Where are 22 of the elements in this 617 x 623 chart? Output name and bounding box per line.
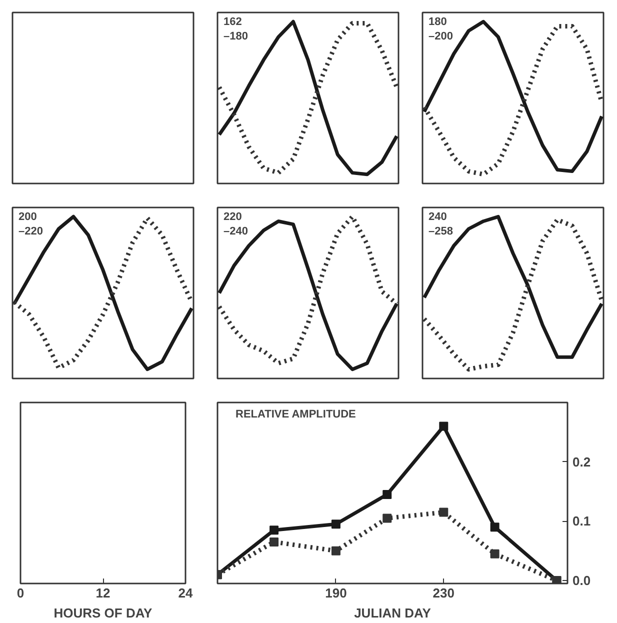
point xyxy=(439,508,448,517)
annotation: 200 –220 xyxy=(18,211,43,238)
x-tick-label: 190 xyxy=(325,586,347,600)
point xyxy=(439,422,448,431)
point xyxy=(270,526,279,535)
annotation: 180 –200 xyxy=(428,16,453,42)
y-tick-label: 0.0 xyxy=(572,573,591,588)
y-tick-label: 0.1 xyxy=(572,514,591,529)
point xyxy=(382,490,392,499)
annotation: RELATIVE AMPLITUDE xyxy=(236,408,356,420)
x-axis-title: JULIAN DAY xyxy=(354,606,432,620)
point xyxy=(270,537,279,546)
point xyxy=(490,522,500,532)
point xyxy=(331,546,340,556)
y-tick-label: 0.2 xyxy=(572,454,591,470)
annotation: 240 –258 xyxy=(428,211,453,238)
point xyxy=(331,520,340,529)
annotation: 162 –180 xyxy=(224,16,248,42)
point xyxy=(382,514,392,523)
annotation: 220 –240 xyxy=(224,211,248,238)
point xyxy=(490,549,500,558)
x-tick-label: 230 xyxy=(432,586,455,600)
